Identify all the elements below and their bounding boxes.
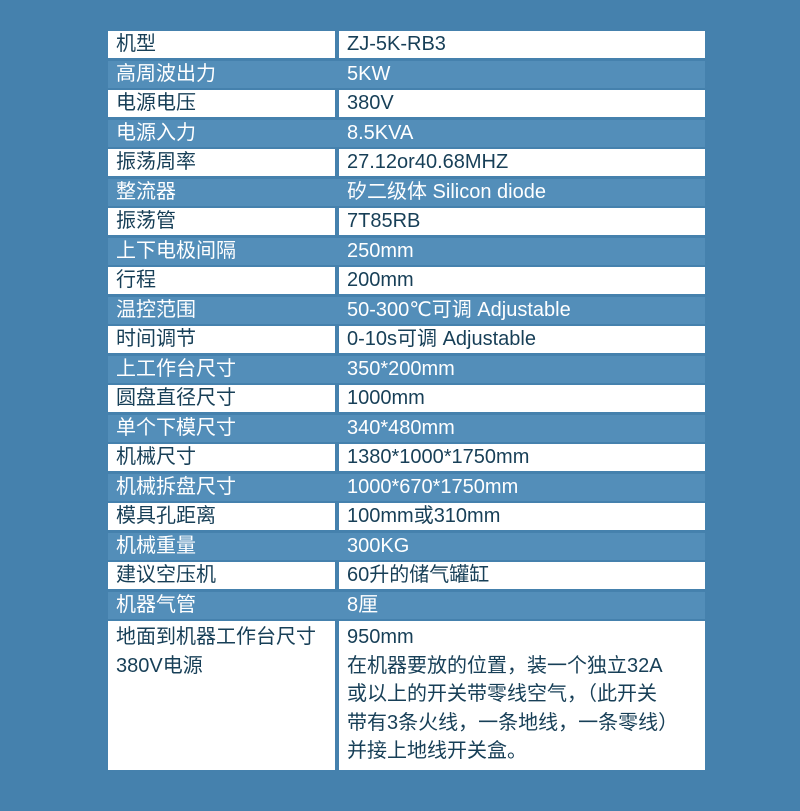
spec-value: 1000mm [339, 385, 705, 412]
spec-label: 机型 [108, 31, 335, 58]
spec-label: 机械尺寸 [108, 444, 335, 471]
spec-label: 振荡管 [108, 208, 335, 235]
spec-label: 行程 [108, 267, 335, 294]
table-row: 机械重量 300KG [108, 532, 705, 560]
spec-label: 模具孔距离 [108, 503, 335, 530]
spec-value: 50-300℃可调 Adjustable [347, 298, 571, 321]
table-row: 机械尺寸 1380*1000*1750mm [108, 444, 705, 471]
spec-label: 圆盘直径尺寸 [108, 385, 335, 412]
table-row: 时间调节 0-10s可调 Adjustable [108, 326, 705, 353]
table-row: 振荡周率 27.12or40.68MHZ [108, 149, 705, 176]
spec-label: 整流器 [116, 180, 176, 203]
spec-value: 27.12or40.68MHZ [339, 149, 705, 176]
spec-label: 上工作台尺寸 [116, 357, 236, 380]
spec-value: 60升的储气罐缸 [339, 562, 705, 589]
spec-value: 5KW [347, 62, 391, 85]
spec-value: 7T85RB [339, 208, 705, 235]
spec-value: 0-10s可调 Adjustable [339, 326, 705, 353]
spec-label: 电源入力 [116, 121, 196, 144]
table-row: 建议空压机 60升的储气罐缸 [108, 562, 705, 589]
spec-label: 振荡周率 [108, 149, 335, 176]
spec-value: 350*200mm [347, 357, 455, 380]
spec-label: 机器气管 [116, 593, 196, 616]
spec-value: 250mm [347, 239, 414, 262]
table-row: 上下电极间隔 250mm [108, 237, 705, 265]
table-row: 温控范围 50-300℃可调 Adjustable [108, 296, 705, 324]
spec-table: 机型 ZJ-5K-RB3 高周波出力 5KW 电源电压 380V 电源入力 8.5KVA 振荡周… [108, 31, 705, 772]
table-row: 圆盘直径尺寸 1000mm [108, 385, 705, 412]
table-row: 振荡管 7T85RB [108, 208, 705, 235]
spec-label: 机械拆盘尺寸 [116, 475, 236, 498]
spec-value: 340*480mm [347, 416, 455, 439]
table-row: 机械拆盘尺寸 1000*670*1750mm [108, 473, 705, 501]
spec-label: 高周波出力 [116, 62, 216, 85]
table-row: 模具孔距离 100mm或310mm [108, 503, 705, 530]
table-row: 机器气管 8厘 [108, 591, 705, 619]
spec-value: 200mm [339, 267, 705, 294]
spec-value: 8.5KVA [347, 121, 414, 144]
spec-value: ZJ-5K-RB3 [339, 31, 705, 58]
spec-value: 8厘 [347, 593, 379, 616]
spec-label: 单个下模尺寸 [116, 416, 236, 439]
spec-label: 地面到机器工作台尺寸 380V电源 [108, 621, 335, 770]
spec-value: 1000*670*1750mm [347, 475, 519, 498]
table-row: 机型 ZJ-5K-RB3 [108, 31, 705, 58]
table-row: 电源电压 380V [108, 90, 705, 117]
spec-label: 温控范围 [116, 298, 196, 321]
spec-value: 380V [339, 90, 705, 117]
table-row: 整流器 矽二级体 Silicon diode [108, 178, 705, 206]
table-row: 单个下模尺寸 340*480mm [108, 414, 705, 442]
table-row: 上工作台尺寸 350*200mm [108, 355, 705, 383]
spec-label: 上下电极间隔 [116, 239, 236, 262]
table-row: 高周波出力 5KW [108, 60, 705, 88]
table-row: 行程 200mm [108, 267, 705, 294]
table-row: 电源入力 8.5KVA [108, 119, 705, 147]
spec-value: 矽二级体 Silicon diode [347, 180, 546, 203]
spec-value: 950mm 在机器要放的位置，装一个独立32A 或以上的开关带零线空气，（此开关… [339, 621, 705, 770]
spec-value: 300KG [347, 534, 410, 557]
spec-value: 1380*1000*1750mm [339, 444, 705, 471]
spec-label: 建议空压机 [108, 562, 335, 589]
spec-label: 电源电压 [108, 90, 335, 117]
spec-label: 时间调节 [108, 326, 335, 353]
spec-value: 100mm或310mm [339, 503, 705, 530]
spec-label: 机械重量 [116, 534, 196, 557]
table-row: 地面到机器工作台尺寸 380V电源 950mm 在机器要放的位置，装一个独立32A… [108, 621, 705, 770]
